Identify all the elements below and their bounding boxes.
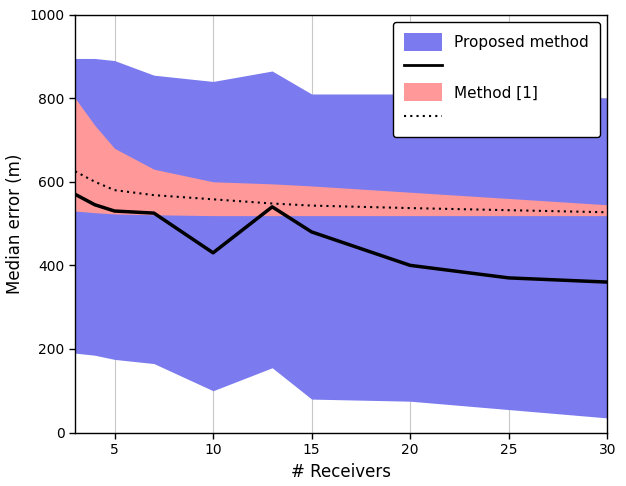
Legend: Proposed method, , Method [1], : Proposed method, , Method [1], [393, 22, 600, 137]
X-axis label: # Receivers: # Receivers [291, 463, 391, 481]
Y-axis label: Median error (m): Median error (m) [6, 154, 24, 294]
